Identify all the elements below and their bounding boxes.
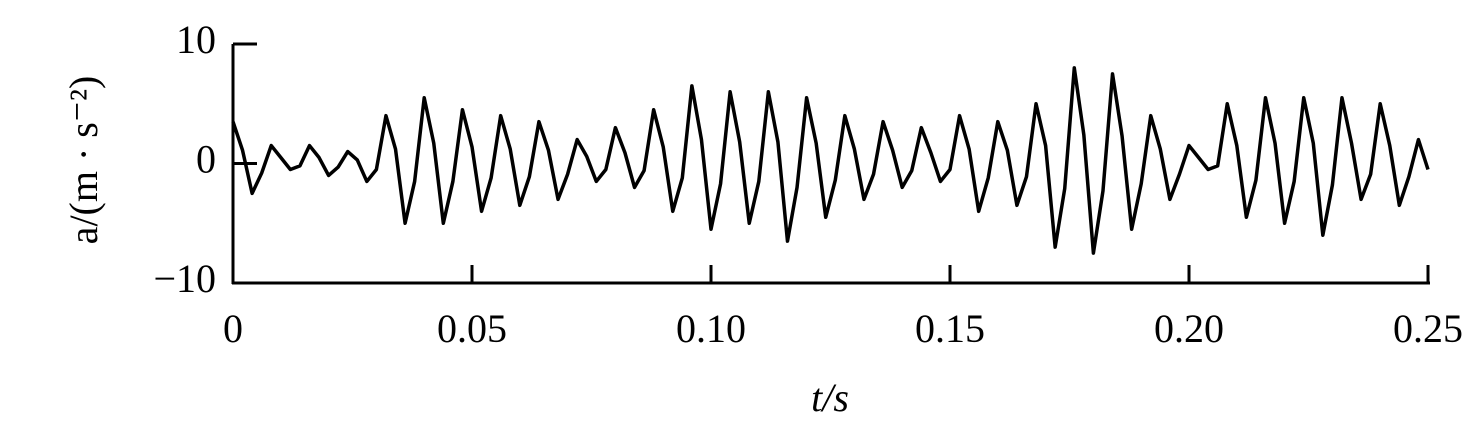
y-tick-label: 10	[176, 17, 216, 62]
x-tick-label: 0.05	[437, 306, 507, 351]
x-tick-label: 0.10	[676, 306, 746, 351]
x-tick-label: 0.15	[915, 306, 985, 351]
data-line	[231, 66, 1430, 255]
y-axis-label: a/(m · s⁻²)	[61, 76, 106, 245]
y-tick-label: 0	[196, 137, 216, 182]
x-axis-label: t/s	[811, 375, 849, 420]
x-tick-label: 0.25	[1393, 306, 1463, 351]
x-tick-label: 0.20	[1154, 306, 1224, 351]
y-tick-label: −10	[153, 256, 216, 301]
x-tick-label: 0	[223, 306, 243, 351]
